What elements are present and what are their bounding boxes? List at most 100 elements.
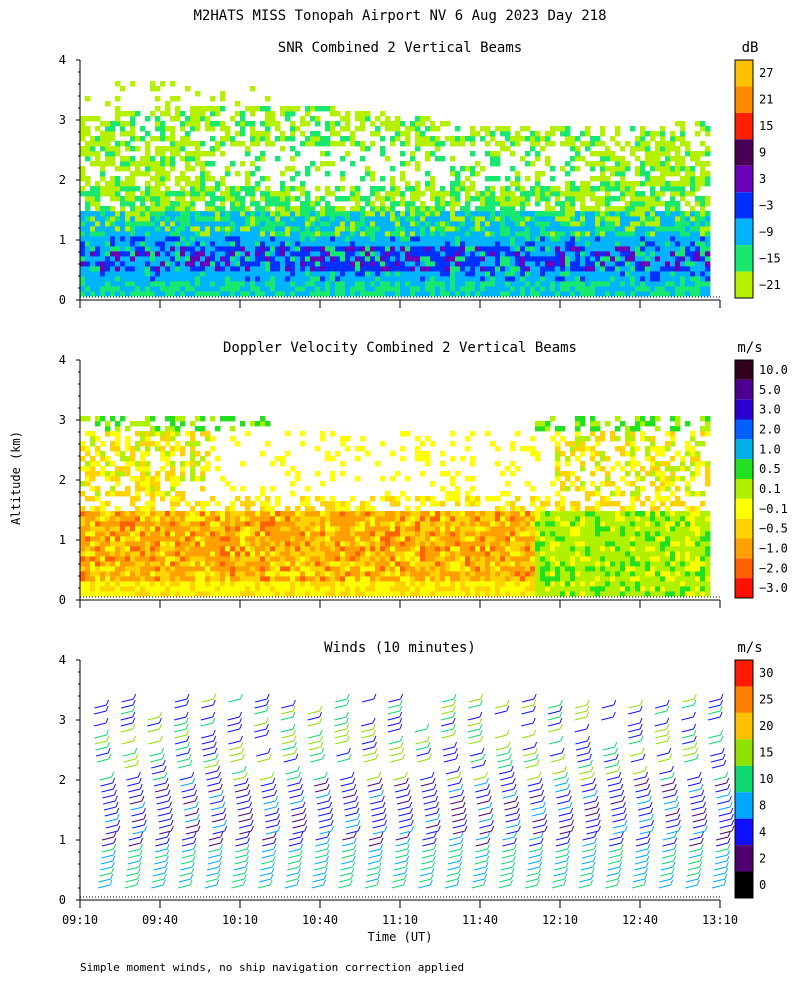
field-cell xyxy=(560,271,566,277)
field-cell xyxy=(340,531,346,537)
field-cell xyxy=(450,221,456,227)
field-cell xyxy=(255,586,261,592)
field-cell xyxy=(290,491,296,497)
field-cell xyxy=(530,291,536,297)
field-cell xyxy=(640,266,646,272)
field-cell xyxy=(155,266,161,272)
field-cell xyxy=(510,276,516,282)
field-cell xyxy=(435,231,441,237)
field-cell xyxy=(125,511,131,517)
field-cell xyxy=(695,266,701,272)
field-cell xyxy=(455,191,461,197)
field-cell xyxy=(380,526,386,532)
field-cell xyxy=(85,126,91,132)
field-cell xyxy=(200,516,206,522)
field-cell xyxy=(505,226,511,232)
field-cell xyxy=(155,136,161,142)
field-cell xyxy=(575,136,581,142)
field-cell xyxy=(200,281,206,287)
field-cell xyxy=(80,276,86,282)
field-cell xyxy=(265,271,271,277)
field-cell xyxy=(480,136,486,142)
field-cell xyxy=(120,271,126,277)
field-cell xyxy=(240,206,246,212)
field-cell xyxy=(195,106,201,112)
field-cell xyxy=(475,221,481,227)
field-cell xyxy=(455,196,461,202)
field-cell xyxy=(555,256,561,262)
field-cell xyxy=(685,221,691,227)
field-cell xyxy=(405,131,411,137)
field-cell xyxy=(620,231,626,237)
field-cell xyxy=(275,291,281,297)
field-cell xyxy=(290,121,296,127)
field-cell xyxy=(100,246,106,252)
field-cell xyxy=(315,276,321,282)
field-cell xyxy=(405,261,411,267)
field-cell xyxy=(245,586,251,592)
field-cell xyxy=(375,566,381,572)
field-cell xyxy=(90,591,96,597)
field-cell xyxy=(620,221,626,227)
field-cell xyxy=(205,241,211,247)
field-cell xyxy=(90,231,96,237)
field-cell xyxy=(175,231,181,237)
field-cell xyxy=(165,561,171,567)
field-cell xyxy=(190,211,196,217)
field-cell xyxy=(250,86,256,92)
field-cell xyxy=(440,256,446,262)
field-cell xyxy=(640,141,646,147)
field-cell xyxy=(630,211,636,217)
field-cell xyxy=(120,206,126,212)
field-cell xyxy=(595,161,601,167)
field-cell xyxy=(265,511,271,517)
field-cell xyxy=(550,231,556,237)
field-cell xyxy=(305,191,311,197)
field-cell xyxy=(290,591,296,597)
field-cell xyxy=(365,231,371,237)
field-cell xyxy=(230,541,236,547)
field-cell xyxy=(295,291,301,297)
field-cell xyxy=(195,541,201,547)
field-cell xyxy=(275,581,281,587)
field-cell xyxy=(425,206,431,212)
field-cell xyxy=(365,511,371,517)
field-cell xyxy=(385,281,391,287)
field-cell xyxy=(85,291,91,297)
field-cell xyxy=(190,541,196,547)
field-cell xyxy=(605,251,611,257)
field-cell xyxy=(110,546,116,552)
field-cell xyxy=(400,271,406,277)
field-cell xyxy=(145,441,151,447)
field-cell xyxy=(115,231,121,237)
field-cell xyxy=(570,261,576,267)
field-cell xyxy=(430,126,436,132)
field-cell xyxy=(280,246,286,252)
field-cell xyxy=(295,186,301,192)
field-cell xyxy=(410,271,416,277)
field-cell xyxy=(360,291,366,297)
field-cell xyxy=(105,266,111,272)
field-cell xyxy=(490,251,496,257)
field-cell xyxy=(230,141,236,147)
field-cell xyxy=(285,196,291,202)
field-cell xyxy=(305,221,311,227)
field-cell xyxy=(175,441,181,447)
field-cell xyxy=(140,576,146,582)
field-cell xyxy=(210,176,216,182)
field-cell xyxy=(505,186,511,192)
field-cell xyxy=(140,461,146,467)
field-cell xyxy=(380,551,386,557)
field-cell xyxy=(160,271,166,277)
field-cell xyxy=(640,131,646,137)
field-cell xyxy=(365,276,371,282)
field-cell xyxy=(460,266,466,272)
field-cell xyxy=(490,291,496,297)
field-cell xyxy=(430,241,436,247)
field-cell xyxy=(105,206,111,212)
field-cell xyxy=(100,551,106,557)
field-cell xyxy=(550,241,556,247)
field-cell xyxy=(95,576,101,582)
field-cell xyxy=(360,126,366,132)
field-cell xyxy=(490,246,496,252)
